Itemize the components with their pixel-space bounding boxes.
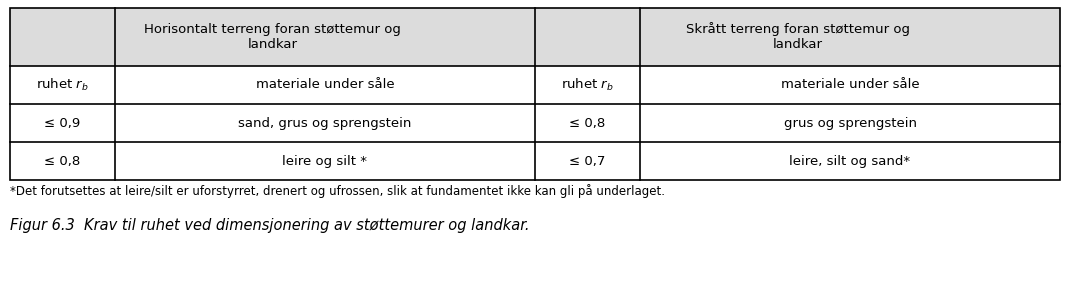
Text: materiale under såle: materiale under såle	[256, 78, 394, 91]
Text: *Det forutsettes at leire/silt er uforstyrret, drenert og ufrossen, slik at fund: *Det forutsettes at leire/silt er uforst…	[10, 184, 665, 198]
Text: grus og sprengstein: grus og sprengstein	[783, 117, 917, 129]
Text: ruhet $r_b$: ruhet $r_b$	[36, 77, 89, 93]
Text: ruhet $r_b$: ruhet $r_b$	[562, 77, 613, 93]
Bar	[10, 142, 1059, 180]
Text: Figur 6.3  Krav til ruhet ved dimensjonering av støttemurer og landkar.: Figur 6.3 Krav til ruhet ved dimensjoner…	[10, 218, 529, 233]
Text: materiale under såle: materiale under såle	[781, 78, 919, 91]
Text: Horisontalt terreng foran støttemur og
landkar: Horisontalt terreng foran støttemur og l…	[144, 23, 401, 51]
Bar	[10, 66, 1059, 104]
Bar	[10, 8, 1059, 180]
Text: leire, silt og sand*: leire, silt og sand*	[789, 154, 910, 168]
Bar	[10, 8, 535, 66]
Text: Skrått terreng foran støttemur og
landkar: Skrått terreng foran støttemur og landka…	[686, 23, 909, 52]
Text: ≤ 0,8: ≤ 0,8	[569, 117, 606, 129]
Text: ≤ 0,7: ≤ 0,7	[569, 154, 606, 168]
Bar	[535, 8, 1059, 66]
Text: ≤ 0,9: ≤ 0,9	[44, 117, 81, 129]
Text: leire og silt *: leire og silt *	[283, 154, 367, 168]
Bar	[10, 104, 1059, 142]
Text: sand, grus og sprengstein: sand, grus og sprengstein	[239, 117, 411, 129]
Text: ≤ 0,8: ≤ 0,8	[44, 154, 81, 168]
